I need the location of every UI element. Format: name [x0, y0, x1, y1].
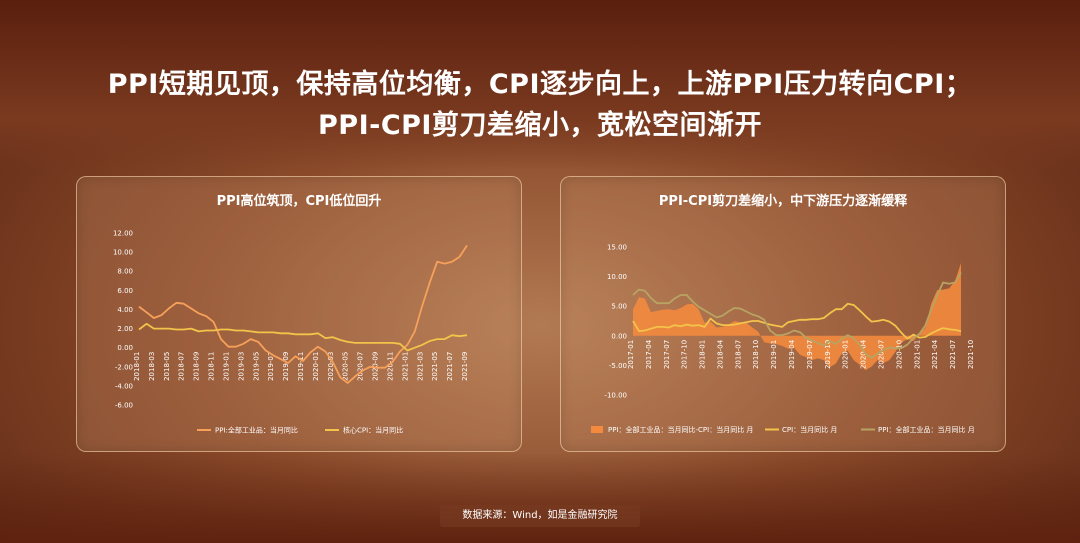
- x-tick-label: 2019-11: [297, 352, 305, 381]
- x-tick-label: 2019-10: [824, 340, 832, 369]
- slide-title-line2: PPI-CPI剪刀差缩小，宽松空间渐开: [318, 110, 762, 141]
- y-tick-label: -5.00: [609, 362, 627, 370]
- y-tick-label: 6.00: [117, 287, 133, 295]
- y-tick-label: 4.00: [117, 306, 133, 314]
- x-tick-label: 2018-07: [178, 352, 186, 381]
- series-line-0: [138, 244, 468, 384]
- x-tick-label: 2019-07: [806, 340, 814, 369]
- x-tick-label: 2019-05: [252, 352, 260, 381]
- y-tick-label: 15.00: [607, 244, 627, 252]
- x-tick-label: 2018-10: [752, 340, 760, 369]
- x-tick-label: 2021-03: [416, 352, 424, 381]
- y-tick-label: 0.00: [117, 344, 133, 352]
- chart-ppi-core-cpi: PPI高位筑顶，CPI低位回升 12.00 10.00 8.00 6.00 4.00 2.…: [113, 193, 469, 435]
- x-tick-label: 2018-01: [133, 352, 141, 381]
- x-tick-label: 2020-10: [895, 340, 903, 369]
- y-tick-label: 12.00: [113, 230, 133, 238]
- x-tick-label: 2020-11: [386, 352, 394, 381]
- legend-label: PPI：全部工业品：当月同比-CPI：当月同比 月: [608, 425, 753, 434]
- series-line-2: [632, 272, 962, 359]
- series-line-1: [138, 322, 468, 352]
- y-tick-label: 0.00: [611, 332, 627, 340]
- data-source-label: 数据来源：Wind，如是金融研究院: [440, 505, 640, 527]
- x-tick-label: 2021-05: [431, 352, 439, 381]
- room-floor: [0, 453, 1080, 543]
- series-line-1: [632, 302, 962, 340]
- y-tick-label: 5.00: [611, 303, 627, 311]
- x-tick-label: 2021-07: [949, 340, 957, 369]
- legend-swatch: [591, 426, 603, 433]
- x-tick-label: 2019-07: [267, 352, 275, 381]
- x-tick-label: 2020-05: [342, 352, 350, 381]
- x-tick-label: 2020-07: [877, 340, 885, 369]
- x-tick-label: 2020-04: [860, 339, 868, 369]
- slide-title-line1: PPI短期见顶，保持高位均衡，CPI逐步向上，上游PPI压力转向CPI；: [107, 69, 973, 100]
- y-tick-label: 10.00: [607, 273, 627, 281]
- x-tick-label: 2018-09: [193, 352, 201, 381]
- x-tick-label: 2019-09: [282, 352, 290, 381]
- x-tick-label: 2018-01: [699, 340, 707, 369]
- x-tick-label: 2017-04: [645, 339, 653, 369]
- x-tick-label: 2019-03: [237, 352, 245, 381]
- legend-label: PPI:全部工业品：当月同比: [215, 426, 298, 435]
- x-tick-label: 2021-10: [967, 340, 975, 369]
- x-tick-label: 2019-01: [222, 352, 230, 381]
- y-tick-label: 2.00: [117, 325, 133, 333]
- y-tick-label: -10.00: [604, 392, 627, 400]
- x-tick-label: 2020-09: [372, 352, 380, 381]
- x-tick-label: 2021-01: [401, 352, 409, 381]
- x-tick-label: 2021-09: [461, 352, 469, 381]
- x-tick-label: 2020-01: [312, 352, 320, 381]
- x-tick-label: 2017-07: [663, 340, 671, 369]
- y-tick-label: 10.00: [113, 249, 133, 257]
- x-tick-label: 2018-07: [734, 340, 742, 369]
- chart-panel-right: PPI-CPI剪刀差缩小，中下游压力逐渐缓释 15.00 10.00 5.00 0.0…: [560, 176, 1006, 452]
- y-tick-label: 8.00: [117, 268, 133, 276]
- x-tick-label: 2020-01: [842, 340, 850, 369]
- chart-panel-left: PPI高位筑顶，CPI低位回升 12.00 10.00 8.00 6.00 4.00 2.…: [76, 176, 522, 452]
- legend-label: CPI：当月同比 月: [782, 425, 837, 434]
- x-tick-label: 2018-03: [148, 352, 156, 381]
- x-tick-label: 2020-07: [357, 352, 365, 381]
- legend-label: PPI：全部工业品：当月同比 月: [878, 425, 975, 434]
- x-tick-label: 2019-04: [788, 339, 796, 369]
- spread-area: [633, 263, 961, 371]
- x-tick-label: 2021-04: [931, 339, 939, 369]
- x-tick-label: 2018-11: [208, 352, 216, 381]
- y-tick-label: -2.00: [115, 363, 133, 371]
- x-tick-label: 2017-01: [627, 340, 635, 369]
- x-tick-label: 2020-03: [327, 352, 335, 381]
- y-tick-label: -6.00: [115, 402, 133, 410]
- chart-ppi-cpi-spread: PPI-CPI剪刀差缩小，中下游压力逐渐缓释 15.00 10.00 5.00 0.0…: [591, 193, 975, 434]
- room-ceiling: [0, 0, 1080, 170]
- legend-label: 核心CPI：当月同比: [343, 426, 403, 435]
- x-tick-label: 2017-10: [681, 340, 689, 369]
- chart-title: PPI-CPI剪刀差缩小，中下游压力逐渐缓释: [659, 193, 908, 209]
- x-tick-label: 2021-07: [446, 352, 454, 381]
- y-tick-label: -4.00: [115, 382, 133, 390]
- x-tick-label: 2018-05: [163, 352, 171, 381]
- x-tick-label: 2018-04: [716, 339, 724, 369]
- x-tick-label: 2021-01: [913, 340, 921, 369]
- chart-title: PPI高位筑顶，CPI低位回升: [217, 193, 382, 209]
- x-tick-label: 2019-01: [770, 340, 778, 369]
